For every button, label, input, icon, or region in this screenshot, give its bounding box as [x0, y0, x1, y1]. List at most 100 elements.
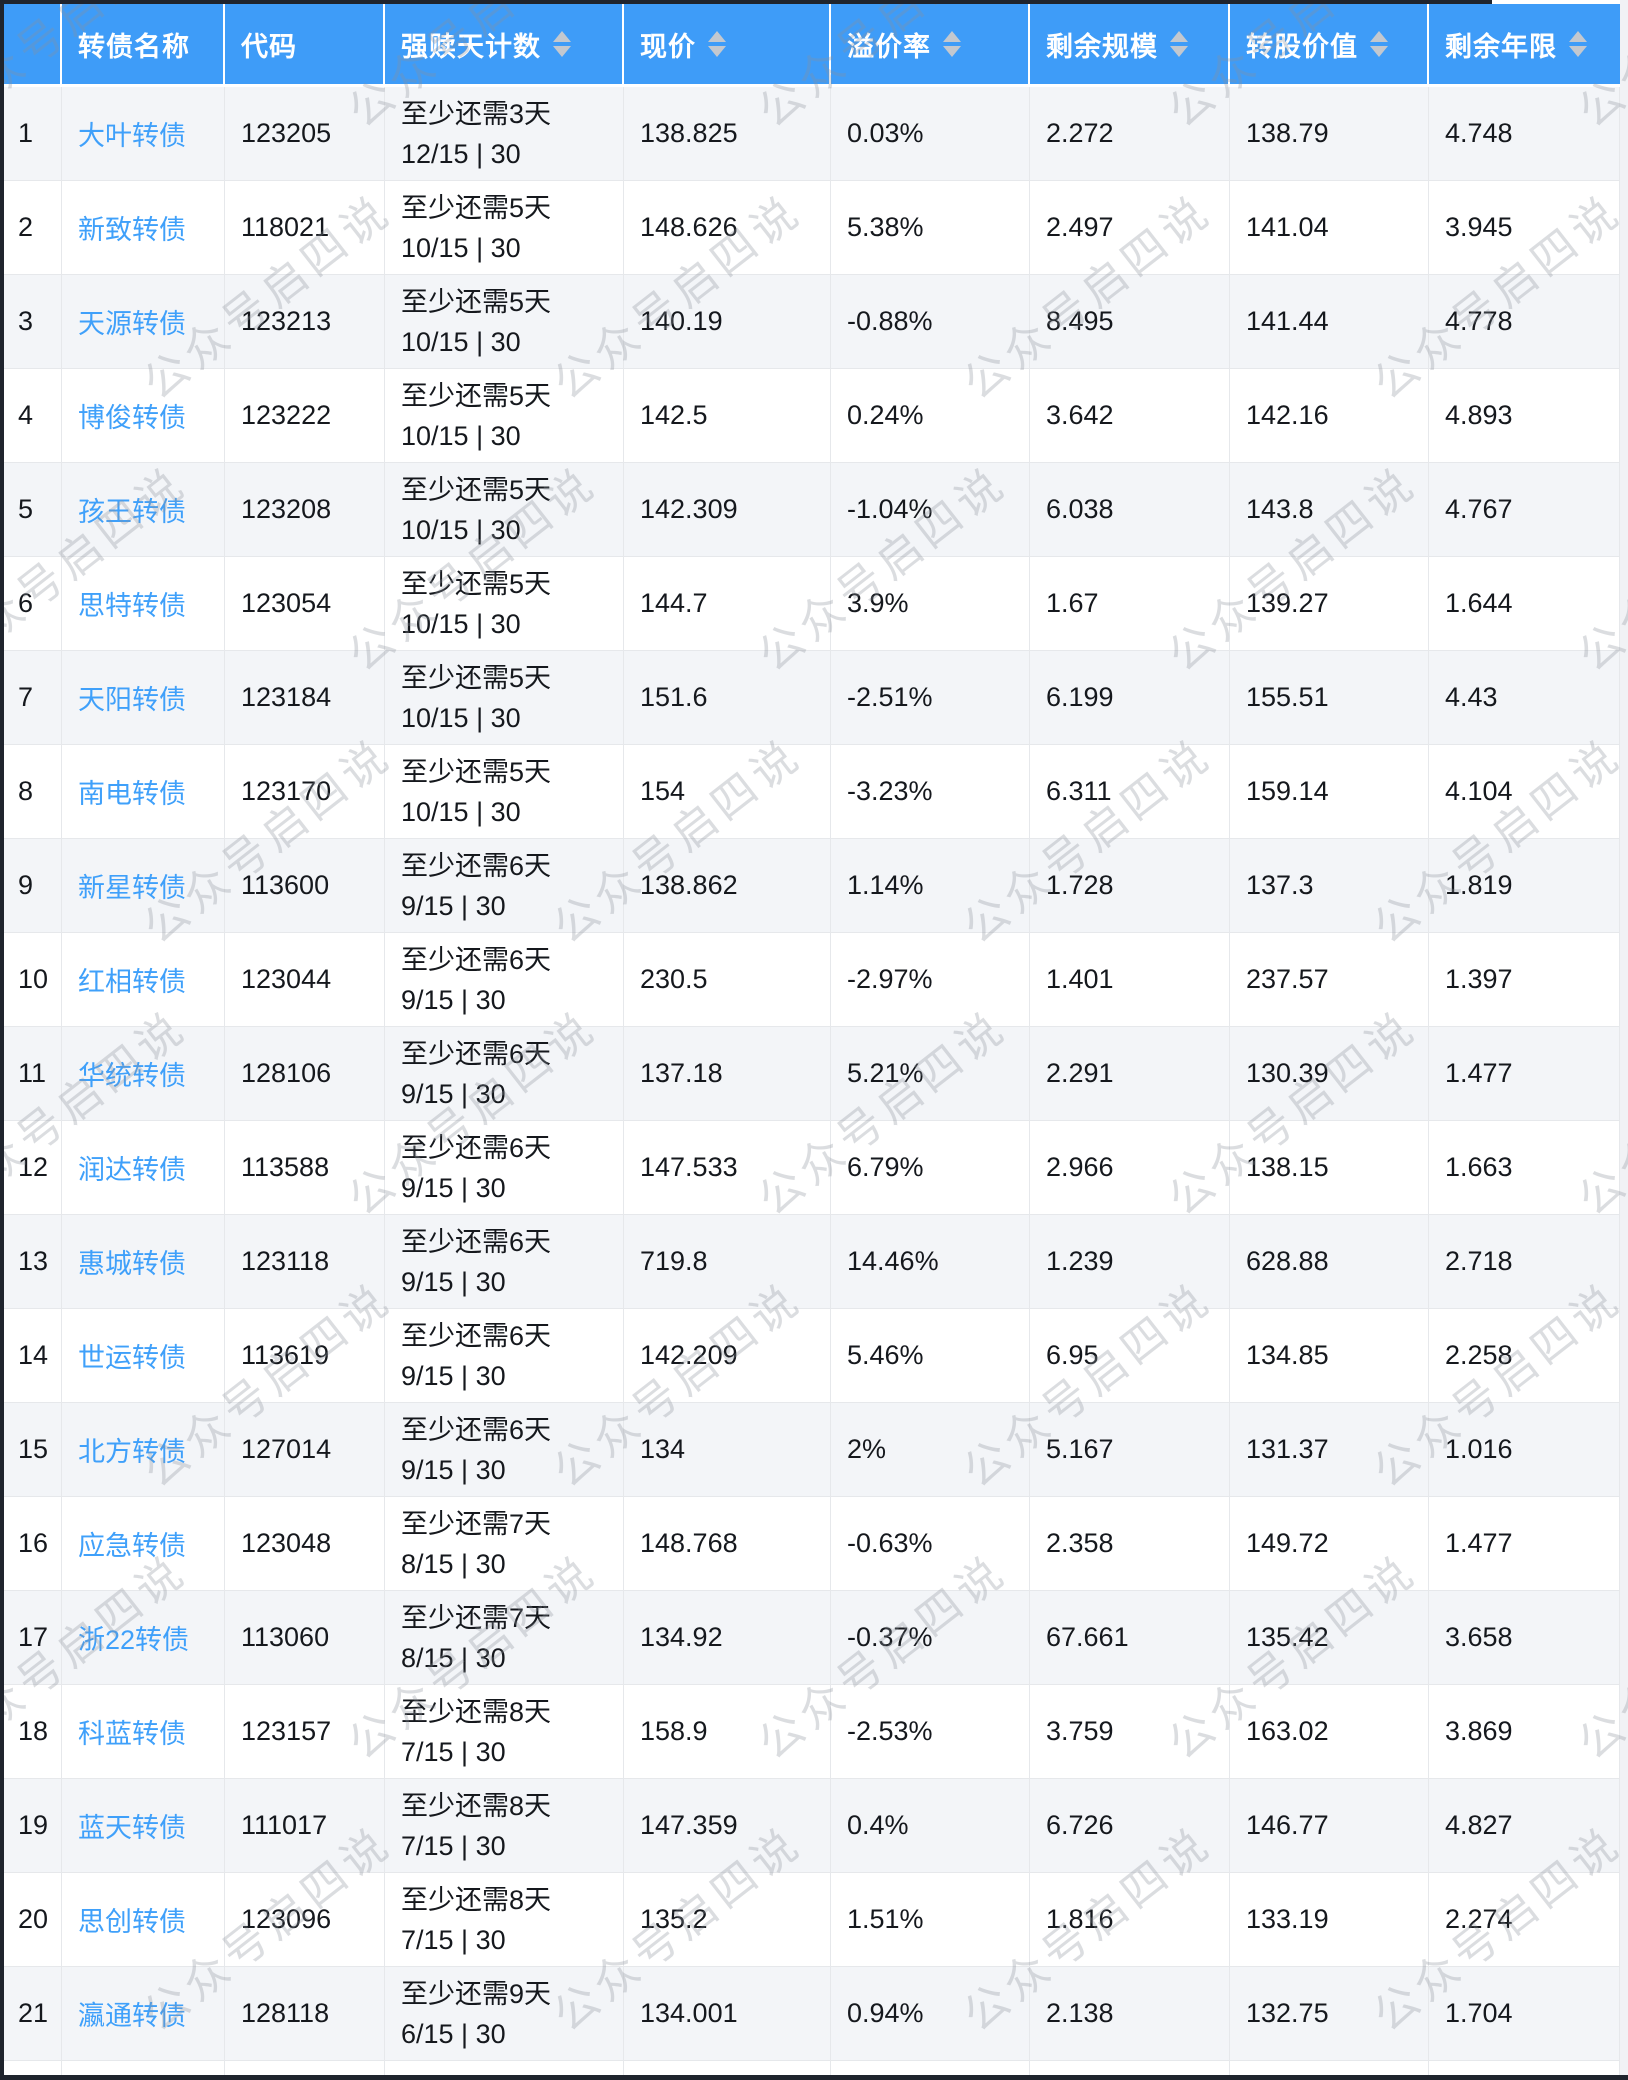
cell-premium-rate: 1.51%	[831, 1873, 1030, 1966]
cell-bond-name[interactable]: 红相转债	[62, 933, 225, 1026]
column-header-price[interactable]: 现价	[624, 4, 831, 84]
bond-name-link[interactable]: 大叶转债	[78, 121, 186, 151]
sort-icon[interactable]	[708, 31, 726, 57]
column-header-premium[interactable]: 溢价率	[831, 4, 1030, 84]
cell-bond-code: 123048	[225, 1497, 385, 1590]
column-header-days[interactable]: 强赎天计数	[385, 4, 624, 84]
bond-name-link[interactable]: 孩王转债	[78, 497, 186, 527]
cell-bond-name[interactable]: 新致转债	[62, 181, 225, 274]
cell-bond-name[interactable]: 大叶转债	[62, 87, 225, 180]
cell-bond-name[interactable]: 天源转债	[62, 275, 225, 368]
sort-icon[interactable]	[1170, 31, 1188, 57]
sort-icon[interactable]	[553, 31, 571, 57]
cell-redemption-days: 至少还需6天 9/15 | 30	[385, 933, 624, 1026]
cell-row-index: 14	[4, 1309, 62, 1402]
cell-bond-code: 127014	[225, 1403, 385, 1496]
cell-premium-rate: 0.94%	[831, 1967, 1030, 2060]
cell-redemption-days: 至少还需5天 10/15 | 30	[385, 651, 624, 744]
cell-bond-name[interactable]: 润达转债	[62, 1121, 225, 1214]
bond-name-link[interactable]: 天源转债	[78, 309, 186, 339]
cell-bond-name[interactable]: 北方转债	[62, 1403, 225, 1496]
partial-cell	[624, 2061, 831, 2078]
bond-name-link[interactable]: 科蓝转债	[78, 1719, 186, 1749]
cell-bond-name[interactable]: 博俊转债	[62, 369, 225, 462]
column-label: 转股价值	[1246, 31, 1358, 62]
sort-down-arrow-icon	[1370, 46, 1388, 57]
table-row: 11 华统转债 128106 至少还需6天 9/15 | 30 137.18 5.21% 2.…	[4, 1027, 1620, 1121]
redemption-days-line1: 至少还需8天	[401, 1884, 552, 1915]
bond-name-link[interactable]: 思创转债	[78, 1907, 186, 1937]
redemption-days-line2: 12/15 | 30	[401, 138, 521, 169]
cell-conversion-value: 163.02	[1230, 1685, 1429, 1778]
cell-bond-name[interactable]: 思特转债	[62, 557, 225, 650]
cell-premium-rate: -3.23%	[831, 745, 1030, 838]
table-row: 19 蓝天转债 111017 至少还需8天 7/15 | 30 147.359 0.4% 6.…	[4, 1779, 1620, 1873]
cell-current-price: 134.92	[624, 1591, 831, 1684]
partial-cell	[831, 2061, 1030, 2078]
redemption-days-line2: 9/15 | 30	[401, 1172, 506, 1203]
bond-name-link[interactable]: 惠城转债	[78, 1249, 186, 1279]
cell-redemption-days: 至少还需6天 9/15 | 30	[385, 1309, 624, 1402]
cell-bond-name[interactable]: 浙22转债	[62, 1591, 225, 1684]
bond-name-link[interactable]: 世运转债	[78, 1343, 186, 1373]
cell-row-index: 2	[4, 181, 62, 274]
cell-bond-name[interactable]: 南电转债	[62, 745, 225, 838]
table-row: 1 大叶转债 123205 至少还需3天 12/15 | 30 138.825 0.03% 2…	[4, 87, 1620, 181]
bond-name-link[interactable]: 润达转债	[78, 1155, 186, 1185]
cell-premium-rate: 2%	[831, 1403, 1030, 1496]
bond-name-link[interactable]: 博俊转债	[78, 403, 186, 433]
cell-premium-rate: 0.03%	[831, 87, 1030, 180]
sort-up-arrow-icon	[1569, 31, 1587, 42]
sort-icon[interactable]	[1569, 31, 1587, 57]
bond-name-link[interactable]: 浙22转债	[78, 1625, 190, 1655]
bond-name-link[interactable]: 思特转债	[78, 591, 186, 621]
cell-bond-name[interactable]: 惠城转债	[62, 1215, 225, 1308]
redemption-days-line2: 10/15 | 30	[401, 326, 521, 357]
bond-name-link[interactable]: 新致转债	[78, 215, 186, 245]
column-header-years[interactable]: 剩余年限	[1429, 4, 1620, 84]
cell-remaining-years: 4.778	[1429, 275, 1620, 368]
cell-bond-name[interactable]: 天阳转债	[62, 651, 225, 744]
cell-premium-rate: 3.9%	[831, 557, 1030, 650]
cell-conversion-value: 237.57	[1230, 933, 1429, 1026]
cell-redemption-days: 至少还需5天 10/15 | 30	[385, 463, 624, 556]
cell-bond-name[interactable]: 蓝天转债	[62, 1779, 225, 1872]
cell-bond-name[interactable]: 瀛通转债	[62, 1967, 225, 2060]
table-row: 5 孩王转债 123208 至少还需5天 10/15 | 30 142.309 -1.04%…	[4, 463, 1620, 557]
redemption-days-line2: 8/15 | 30	[401, 1548, 506, 1579]
cell-bond-code: 113619	[225, 1309, 385, 1402]
bond-name-link[interactable]: 天阳转债	[78, 685, 186, 715]
cell-remaining-size: 6.199	[1030, 651, 1230, 744]
cell-premium-rate: -2.51%	[831, 651, 1030, 744]
cell-row-index: 9	[4, 839, 62, 932]
redemption-days-line1: 至少还需6天	[401, 1226, 552, 1257]
sort-icon[interactable]	[1370, 31, 1388, 57]
cell-conversion-value: 130.39	[1230, 1027, 1429, 1120]
redemption-days-line2: 9/15 | 30	[401, 890, 506, 921]
cell-remaining-years: 1.016	[1429, 1403, 1620, 1496]
bond-name-link[interactable]: 华统转债	[78, 1061, 186, 1091]
bond-name-link[interactable]: 红相转债	[78, 967, 186, 997]
bond-name-link[interactable]: 蓝天转债	[78, 1813, 186, 1843]
cell-remaining-size: 2.272	[1030, 87, 1230, 180]
cell-bond-name[interactable]: 世运转债	[62, 1309, 225, 1402]
table-row: 3 天源转债 123213 至少还需5天 10/15 | 30 140.19 -0.88% 8…	[4, 275, 1620, 369]
cell-bond-name[interactable]: 思创转债	[62, 1873, 225, 1966]
bond-name-link[interactable]: 南电转债	[78, 779, 186, 809]
bond-name-link[interactable]: 应急转债	[78, 1531, 186, 1561]
cell-bond-name[interactable]: 应急转债	[62, 1497, 225, 1590]
cell-redemption-days: 至少还需6天 9/15 | 30	[385, 1027, 624, 1120]
bond-name-link[interactable]: 新星转债	[78, 873, 186, 903]
cell-bond-name[interactable]: 新星转债	[62, 839, 225, 932]
column-header-conv[interactable]: 转股价值	[1230, 4, 1429, 84]
cell-redemption-days: 至少还需8天 7/15 | 30	[385, 1685, 624, 1778]
cell-bond-name[interactable]: 科蓝转债	[62, 1685, 225, 1778]
redemption-days-line1: 至少还需6天	[401, 1132, 552, 1163]
cell-bond-name[interactable]: 华统转债	[62, 1027, 225, 1120]
bond-name-link[interactable]: 瀛通转债	[78, 2001, 186, 2031]
bond-name-link[interactable]: 北方转债	[78, 1437, 186, 1467]
cell-bond-name[interactable]: 孩王转债	[62, 463, 225, 556]
sort-icon[interactable]	[943, 31, 961, 57]
partial-next-row	[4, 2061, 1620, 2078]
column-header-size[interactable]: 剩余规模	[1030, 4, 1230, 84]
